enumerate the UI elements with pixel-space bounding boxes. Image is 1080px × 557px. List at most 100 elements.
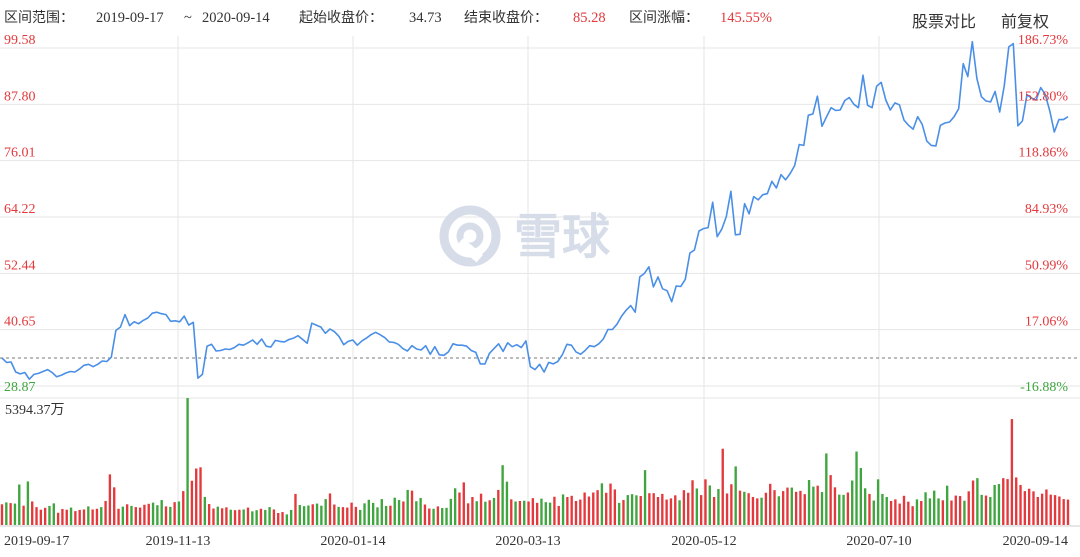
volume-bar (803, 494, 806, 525)
volume-bars (0, 398, 1070, 525)
volume-bar (246, 507, 250, 525)
volume-bar (475, 501, 478, 525)
volume-bar (678, 500, 681, 525)
volume-bar (1036, 496, 1039, 525)
volume-bar (277, 512, 280, 525)
volume-bar (1062, 499, 1065, 525)
open-price-label: 起始收盘价： (299, 10, 383, 26)
volume-bar (56, 512, 60, 525)
volume-bar (510, 499, 513, 525)
volume-bar (1049, 494, 1052, 525)
volume-bar (704, 479, 707, 525)
volume-bar (1045, 489, 1048, 525)
volume-bar (190, 480, 194, 525)
volume-bar (514, 501, 517, 525)
volume-bar (699, 495, 703, 525)
price-tick-label: 87.80 (4, 89, 36, 104)
date-tick-label: 2020-01-14 (320, 534, 385, 549)
volume-bar (721, 448, 724, 525)
volume-bar (863, 488, 867, 525)
volume-bar (441, 508, 444, 525)
volume-bar (121, 506, 125, 525)
volume-bar (859, 468, 863, 525)
volume-bar (1023, 491, 1027, 525)
volume-bar (147, 503, 150, 525)
volume-bar (980, 494, 983, 525)
volume-bar (587, 496, 591, 525)
volume-bar (1027, 488, 1031, 525)
volume-bar (0, 504, 4, 525)
volume-bar (182, 491, 185, 525)
volume-bar (82, 509, 86, 525)
snowball-logo-icon (439, 205, 501, 267)
volume-bar (592, 492, 595, 525)
volume-bar (665, 499, 668, 525)
volume-bar (561, 494, 565, 525)
volume-bar (354, 506, 358, 525)
volume-bar (212, 508, 215, 525)
volume-bar (203, 496, 207, 525)
volume-bar (298, 504, 301, 525)
volume-bar (186, 398, 189, 525)
volume-bar (760, 497, 763, 525)
price-line (1, 40, 1069, 380)
volume-bar (635, 495, 638, 525)
percent-tick-label: 118.86% (1018, 146, 1068, 161)
volume-bar (656, 496, 660, 525)
volume-bar (160, 500, 163, 525)
volume-bar (833, 487, 837, 525)
volume-bar (216, 506, 219, 525)
volume-bar (31, 501, 34, 525)
volume-bar (799, 490, 802, 525)
volume-bar (238, 509, 241, 525)
volume-bar (65, 509, 68, 525)
volume-bar (881, 493, 884, 525)
volume-bar (894, 499, 897, 525)
volume-bar (419, 497, 422, 525)
volume-bar (820, 492, 824, 525)
volume-bar (380, 499, 383, 525)
volume-bar (48, 505, 51, 525)
volume-bar (479, 493, 483, 525)
volume-bar (971, 480, 975, 525)
range-change-label: 区间涨幅： (629, 10, 699, 26)
volume-bar (505, 481, 509, 525)
volume-bar (346, 507, 349, 525)
volume-bar (449, 498, 453, 525)
volume-bar (669, 498, 673, 525)
volume-bar (730, 484, 733, 525)
volume-bar (302, 506, 306, 525)
volume-bar (320, 505, 323, 525)
volume-bar (846, 492, 850, 525)
volume-bar (18, 484, 21, 525)
volume-bar (43, 507, 47, 525)
volume-bar (950, 500, 953, 525)
adjust-mode-button[interactable]: 前复权 (1001, 12, 1050, 31)
volume-bar (557, 505, 560, 525)
volume-bar (117, 508, 120, 525)
volume-bar (393, 497, 396, 525)
volume-bar (941, 500, 945, 525)
volume-bar (125, 504, 129, 525)
volume-bar (531, 498, 535, 525)
volume-bar (695, 488, 699, 525)
volume-bar (807, 480, 811, 525)
volume-bar (544, 502, 547, 525)
volume-bar (91, 509, 94, 525)
volume-bar (717, 488, 720, 525)
volume-bar (583, 492, 586, 525)
volume-bar (100, 507, 103, 525)
volume-bar (617, 502, 621, 525)
volume-bar (838, 494, 841, 525)
volume-bar (389, 505, 392, 525)
volume-bar (251, 511, 254, 525)
percent-tick-label: 84.93% (1025, 202, 1069, 217)
volume-bar (350, 502, 353, 525)
volume-bar (851, 480, 854, 525)
percent-tick-label: 50.99% (1025, 258, 1069, 273)
volume-bar (553, 496, 556, 525)
volume-bar (579, 499, 582, 525)
stock-compare-button[interactable]: 股票对比 (912, 12, 977, 31)
volume-bar (367, 499, 371, 525)
